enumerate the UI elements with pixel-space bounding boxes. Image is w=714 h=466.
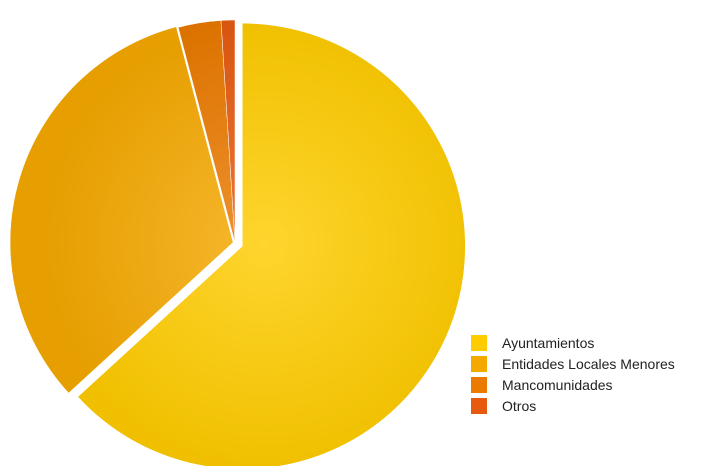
pie-slices [9, 19, 466, 466]
legend-item-ayuntamientos[interactable]: Ayuntamientos [471, 333, 711, 353]
legend-item-otros[interactable]: Otros [471, 396, 711, 416]
legend-label-ayuntamientos: Ayuntamientos [502, 335, 595, 351]
legend: Ayuntamientos Entidades Locales Menores … [471, 333, 711, 417]
legend-swatch-otros [471, 398, 487, 414]
legend-item-mancomunidades[interactable]: Mancomunidades [471, 375, 711, 395]
legend-swatch-mancomunidades [471, 377, 487, 393]
legend-label-mancomunidades: Mancomunidades [502, 377, 613, 393]
legend-swatch-entidades-locales-menores [471, 356, 487, 372]
legend-label-entidades-locales-menores: Entidades Locales Menores [502, 356, 675, 372]
legend-label-otros: Otros [502, 398, 537, 414]
legend-item-entidades-locales-menores[interactable]: Entidades Locales Menores [471, 354, 711, 374]
pie-slice-ayuntamientos[interactable] [77, 22, 466, 466]
pie-slice-otros[interactable] [220, 19, 236, 244]
legend-swatch-ayuntamientos [471, 335, 487, 351]
pie-slice-entidades-locales-menores[interactable] [9, 26, 234, 394]
